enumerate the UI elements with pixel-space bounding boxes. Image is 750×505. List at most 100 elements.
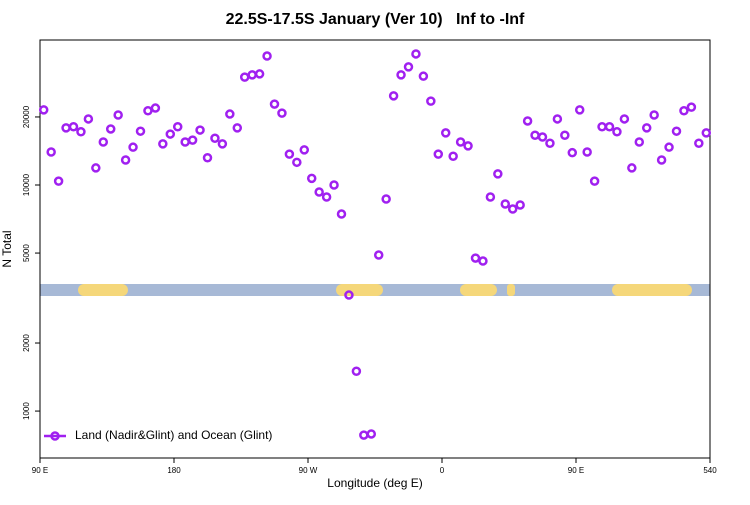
data-point (98, 137, 109, 147)
legend-label: Land (Nadir&Glint) and Ocean (Glint) (75, 428, 272, 442)
data-point (500, 199, 511, 209)
data-point (597, 122, 607, 132)
data-point (440, 128, 451, 138)
data-point (38, 105, 49, 115)
data-point (165, 129, 176, 139)
data-point (381, 194, 391, 204)
data-point (589, 176, 600, 186)
data-point (247, 70, 257, 80)
plot-frame (39, 39, 711, 459)
data-point (463, 141, 473, 151)
data-point (612, 127, 622, 137)
data-point (284, 149, 295, 159)
chart-title: 22.5S-17.5S January (Ver 10) Inf to -Inf (226, 11, 525, 28)
data-point (277, 108, 287, 118)
legend-marker (50, 431, 60, 441)
data-point (396, 70, 406, 80)
data-point (128, 142, 138, 152)
data-point (418, 71, 429, 81)
data-point (537, 132, 548, 142)
data-point (493, 169, 503, 179)
y-tick-label: 5000 (22, 244, 31, 262)
x-tick-label: 90 E (32, 466, 48, 475)
data-point (671, 126, 682, 136)
data-point (567, 147, 578, 158)
data-point (254, 69, 265, 79)
data-point (619, 114, 630, 124)
data-point (694, 138, 704, 149)
data-point (210, 133, 220, 144)
data-point (664, 142, 674, 152)
data-point (321, 192, 332, 202)
data-point (83, 114, 94, 124)
data-point (68, 122, 79, 132)
data-point (366, 429, 377, 439)
data-point (455, 137, 466, 147)
x-tick-label: 180 (167, 466, 181, 475)
data-point (232, 123, 243, 133)
data-point (269, 99, 280, 109)
data-point (217, 139, 228, 149)
data-point (373, 250, 384, 260)
y-tick-label: 10000 (22, 173, 31, 196)
y-tick-label: 2000 (22, 334, 31, 352)
y-tick-label: 1000 (22, 402, 31, 420)
data-point (634, 137, 645, 147)
data-point (306, 173, 317, 184)
data-point (135, 126, 146, 136)
data-point (172, 122, 183, 132)
land-ocean-strip (40, 284, 710, 296)
data-point (113, 110, 123, 120)
data-point (239, 72, 250, 82)
x-tick-label: 0 (440, 466, 445, 475)
data-point (336, 209, 347, 219)
data-point (530, 130, 540, 141)
data-point (76, 127, 86, 137)
x-tick-label: 90 E (568, 466, 584, 475)
data-point (314, 187, 324, 197)
y-axis-label: N Total (0, 230, 14, 267)
data-point (411, 49, 421, 59)
data-point (426, 96, 436, 106)
data-point (388, 91, 399, 101)
data-point (433, 149, 444, 159)
data-point (686, 102, 697, 112)
data-point (359, 430, 369, 440)
data-point (329, 180, 339, 190)
data-point (158, 139, 168, 149)
data-point (53, 176, 64, 186)
data-point (91, 163, 101, 173)
data-point (604, 122, 615, 132)
data-point (470, 253, 481, 263)
x-axis-label: Longitude (deg E) (327, 476, 422, 490)
data-point (627, 163, 637, 173)
data-point (485, 192, 496, 202)
data-point (344, 290, 354, 300)
data-point (649, 110, 659, 120)
x-tick-label: 90 W (299, 466, 318, 475)
data-point (299, 145, 310, 155)
data-point (351, 366, 362, 377)
y-tick-label: 20000 (22, 105, 31, 128)
data-point (478, 256, 488, 266)
data-point (195, 125, 205, 135)
data-point (448, 151, 458, 162)
data-point (656, 155, 667, 165)
data-point (515, 200, 525, 210)
data-point (143, 106, 153, 116)
data-point (187, 135, 198, 145)
data-point (701, 128, 712, 138)
data-point (262, 51, 272, 61)
data-point (225, 109, 235, 119)
x-tick-label: 540 (703, 466, 717, 475)
data-point (582, 147, 592, 157)
data-point (150, 103, 161, 113)
data-point (507, 204, 518, 214)
data-point (679, 106, 689, 116)
data-point (46, 147, 56, 157)
data-point (105, 124, 116, 134)
data-point (292, 157, 302, 168)
data-point (552, 114, 563, 124)
